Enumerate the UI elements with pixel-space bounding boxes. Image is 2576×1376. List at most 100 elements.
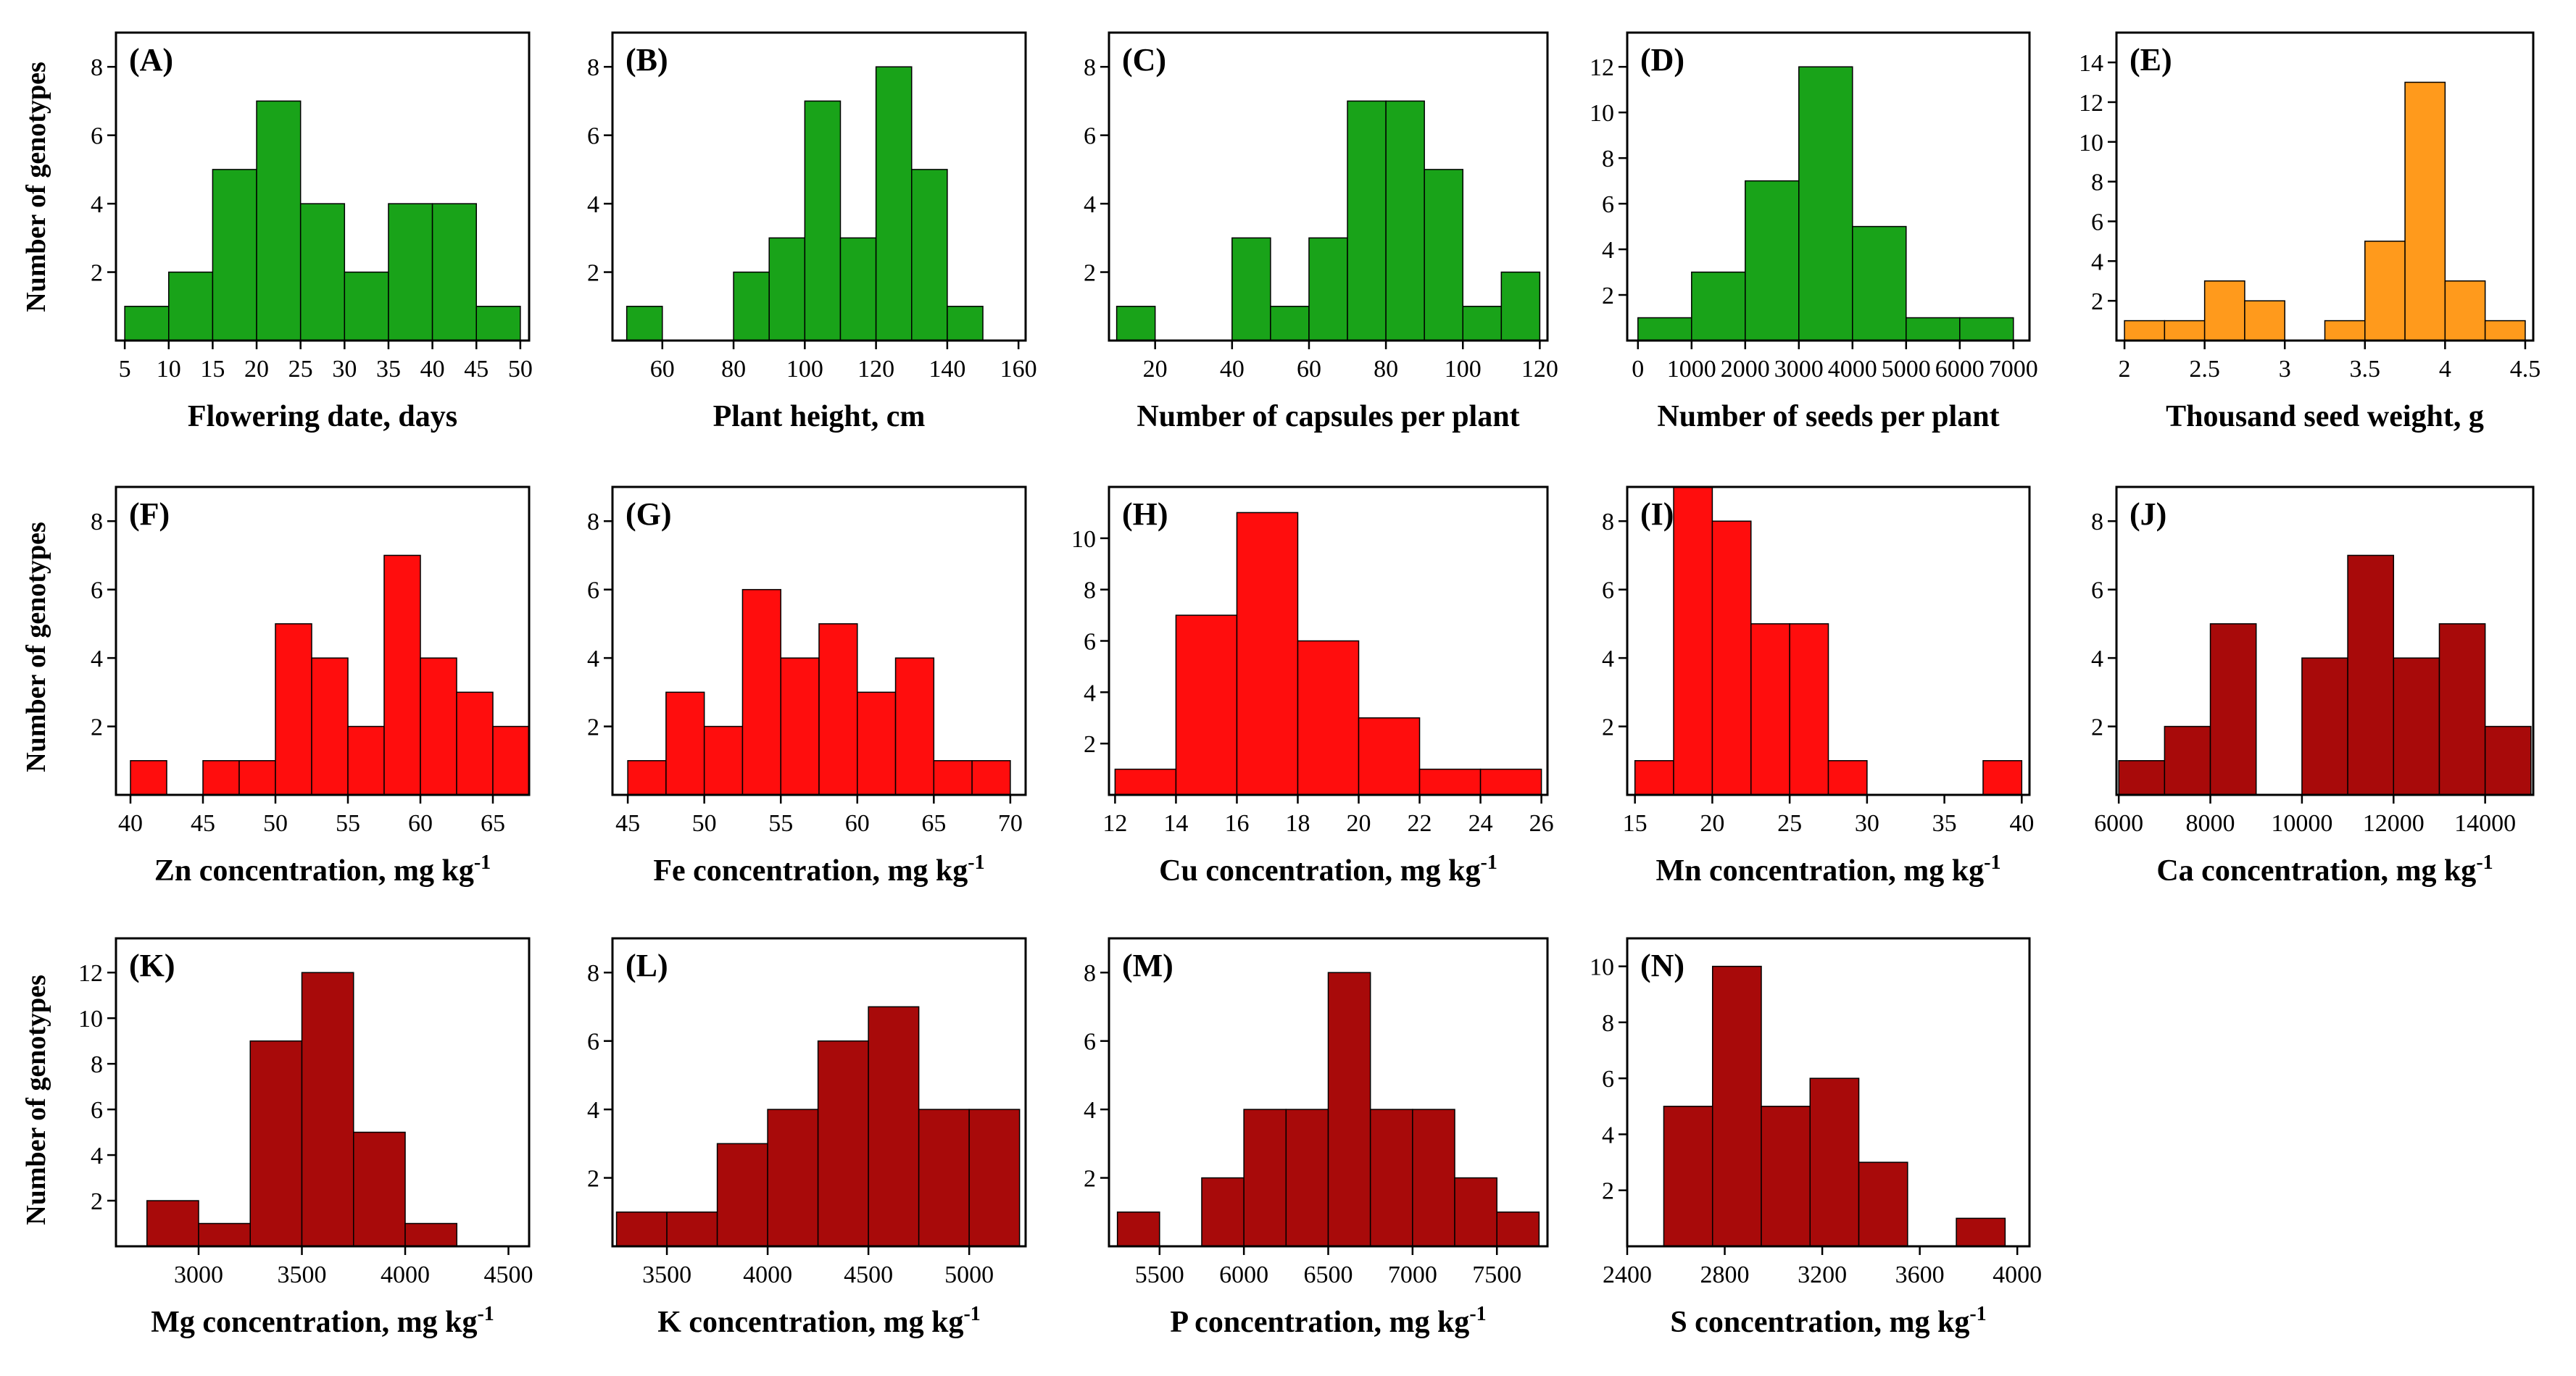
histogram-bar-l-8: [968, 1109, 1021, 1247]
histogram-bar-c-8: [1462, 306, 1503, 341]
histogram-bar-g-8: [894, 657, 935, 796]
histogram-bar-b-8: [947, 306, 984, 341]
histogram-bar-a-9: [475, 306, 521, 341]
x-tick-label-e-6: 4.5: [2510, 356, 2541, 383]
x-tick-label-h-8: 26: [1529, 810, 1554, 837]
x-tick-label-f-5: 60: [408, 810, 433, 837]
x-tick-label-m-2: 6000: [1219, 1262, 1268, 1288]
histogram-bar-l-3: [716, 1143, 768, 1247]
plot-frame-g: [611, 485, 1027, 796]
y-tick-label-l-1: 2: [587, 1166, 599, 1193]
x-tick-label-h-6: 22: [1408, 810, 1432, 837]
histogram-panel-k: 3000 3500 4000 4500 2 4 6 8 10 12 (K) Mg concentrat…: [78, 937, 533, 1339]
histogram-bar-j-5: [2347, 554, 2395, 796]
x-axis-title-h: Cu concentration, mg kg-1: [1159, 851, 1497, 888]
y-tick-label-n-3: 6: [1602, 1066, 1614, 1093]
histogram-bar-i-4: [1750, 623, 1790, 796]
histogram-bar-f-8: [420, 657, 457, 796]
x-tick-label-b-6: 160: [1000, 356, 1037, 383]
x-tick-label-i-5: 35: [1932, 810, 1957, 837]
y-tick-label-m-3: 6: [1084, 1029, 1096, 1056]
y-tick-label-m-2: 4: [1084, 1097, 1096, 1124]
x-tick-label-k-2: 3500: [278, 1262, 327, 1288]
y-tick-label-j-2: 4: [2091, 646, 2103, 672]
histogram-bar-a-7: [388, 203, 433, 341]
histogram-bar-l-4: [767, 1109, 819, 1247]
y-tick-label-d-4: 8: [1602, 146, 1614, 172]
histogram-bar-c-4: [1308, 237, 1348, 341]
y-tick-label-d-5: 10: [1590, 100, 1614, 127]
x-axis-title-n: S concentration, mg kg-1: [1670, 1303, 1986, 1339]
panel-label-h: (H): [1122, 496, 1168, 532]
histogram-bar-h-1: [1114, 768, 1177, 796]
x-tick-label-c-3: 60: [1297, 356, 1321, 383]
panel-label-k: (K): [129, 948, 175, 983]
histogram-bar-a-4: [256, 100, 302, 341]
y-tick-label-g-2: 4: [587, 646, 599, 672]
x-tick-label-m-4: 7000: [1388, 1262, 1437, 1288]
x-tick-label-f-4: 55: [336, 810, 360, 837]
histogram-bar-j-1: [2118, 760, 2166, 796]
histogram-bar-m-6: [1369, 1109, 1413, 1247]
panel-label-a: (A): [129, 42, 173, 78]
histogram-panel-i: 15 20 25 30 35 40 2 4 6 8 (I) Mn concentration, mg …: [1602, 485, 2034, 888]
histogram-bar-f-5: [311, 657, 349, 796]
x-tick-label-a-1: 5: [119, 356, 131, 383]
histogram-panel-b: 60 80 100 120 140 160 2 4 6 8 (B) Plant height, cm: [587, 31, 1037, 433]
histogram-bar-g-3: [703, 725, 744, 796]
x-tick-label-j-4: 12000: [2363, 810, 2425, 837]
plot-frame-j: [2115, 485, 2535, 796]
x-tick-label-i-1: 15: [1623, 810, 1648, 837]
x-tick-label-g-4: 60: [845, 810, 870, 837]
histogram-bar-l-6: [868, 1006, 920, 1247]
histogram-bar-m-8: [1454, 1177, 1497, 1247]
histogram-bar-c-1: [1115, 306, 1156, 341]
x-tick-label-d-4: 3000: [1774, 356, 1824, 383]
panel-label-i: (I): [1640, 496, 1674, 532]
x-tick-label-f-2: 45: [191, 810, 215, 837]
x-tick-label-l-4: 5000: [944, 1262, 994, 1288]
plot-frame-d: [1626, 31, 2031, 342]
histogram-bar-n-5: [1858, 1162, 1908, 1247]
y-tick-label-e-5: 10: [2079, 130, 2103, 157]
histogram-bar-c-7: [1424, 169, 1463, 341]
histogram-bar-b-6: [875, 66, 913, 341]
y-axis-title-row-2: Number of genotypes: [21, 522, 51, 772]
histogram-bar-h-6: [1418, 768, 1482, 796]
plot-frame-a: [115, 31, 531, 342]
y-tick-label-i-3: 6: [1602, 577, 1614, 604]
histogram-bar-n-4: [1809, 1077, 1860, 1247]
x-tick-label-h-2: 14: [1163, 810, 1188, 837]
y-tick-label-a-1: 2: [91, 260, 103, 287]
histogram-bar-b-5: [839, 237, 877, 341]
y-tick-label-n-2: 4: [1602, 1122, 1614, 1148]
panel-label-d: (D): [1640, 42, 1684, 78]
y-tick-label-l-4: 8: [587, 960, 599, 987]
y-tick-label-c-4: 8: [1084, 54, 1096, 81]
x-tick-label-a-2: 10: [157, 356, 181, 383]
y-tick-label-a-4: 8: [91, 54, 103, 81]
histogram-bar-c-2: [1231, 237, 1271, 341]
histogram-bar-h-5: [1358, 717, 1421, 796]
y-tick-label-d-6: 12: [1590, 54, 1614, 81]
plot-frame-n: [1626, 937, 2031, 1248]
histogram-bar-j-8: [2484, 725, 2532, 796]
x-tick-label-h-5: 20: [1347, 810, 1371, 837]
histogram-panel-a: 5 10 15 20 25 30 35 40 45 50 2 4 6 8 (A) Flowering date…: [91, 31, 533, 433]
histogram-bar-l-2: [666, 1212, 718, 1247]
x-tick-label-g-5: 65: [921, 810, 946, 837]
x-tick-label-n-4: 3600: [1895, 1262, 1945, 1288]
histogram-bar-k-1: [146, 1200, 199, 1247]
histogram-bar-a-6: [344, 271, 389, 341]
x-tick-label-b-2: 80: [721, 356, 746, 383]
y-tick-label-j-1: 2: [2091, 714, 2103, 741]
histogram-bar-g-9: [933, 760, 973, 796]
histogram-bar-e-3: [2203, 280, 2245, 341]
y-tick-label-l-3: 6: [587, 1029, 599, 1056]
x-tick-label-b-5: 140: [928, 356, 965, 383]
histogram-bar-b-4: [804, 100, 842, 341]
y-tick-label-b-4: 8: [587, 54, 599, 81]
histogram-bar-f-9: [456, 691, 494, 796]
y-tick-label-h-3: 6: [1084, 629, 1096, 656]
